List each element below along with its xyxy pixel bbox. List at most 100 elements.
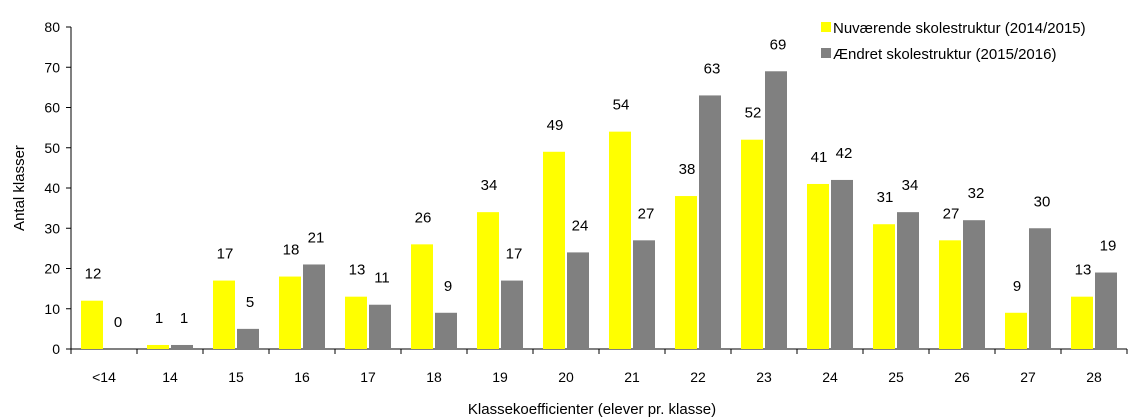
y-tick-label: 50	[44, 140, 60, 156]
y-tick-label: 20	[44, 261, 60, 277]
bar-series-1	[609, 131, 631, 349]
bars	[81, 71, 1117, 350]
bar-series-1	[1071, 296, 1093, 349]
bar-series-2	[303, 264, 325, 349]
bar-series-1	[213, 280, 235, 349]
y-tick-label: 60	[44, 100, 60, 116]
bar-series-1	[1005, 312, 1027, 349]
data-label-series-2: 1	[180, 310, 188, 327]
data-label-series-1: 52	[745, 105, 762, 122]
data-label-series-2: 0	[114, 314, 122, 331]
x-tick-label: 26	[954, 369, 970, 385]
x-tick-label: 18	[426, 369, 442, 385]
data-label-series-1: 18	[283, 242, 300, 259]
x-tick-label: 27	[1020, 369, 1036, 385]
x-tick-label: 24	[822, 369, 838, 385]
data-labels: 12 1 17 18 13 26 34 49 54 38 52 41 31 27 9 13 0 1 5 21 11 9 17…	[85, 36, 1117, 331]
x-tick-label: 20	[558, 369, 574, 385]
y-tick-label: 70	[44, 59, 60, 75]
x-tick-label: 17	[360, 369, 376, 385]
data-label-series-2: 19	[1100, 238, 1117, 255]
data-label-series-1: 27	[943, 205, 960, 222]
bar-series-1	[675, 196, 697, 349]
data-label-series-2: 9	[444, 278, 452, 295]
y-tick-label: 0	[52, 341, 60, 357]
x-tick-label: 14	[162, 369, 178, 385]
data-label-series-2: 42	[836, 145, 853, 162]
bar-series-2	[963, 220, 985, 349]
data-label-series-2: 11	[374, 270, 390, 287]
bar-series-2	[897, 212, 919, 349]
bar-series-1	[81, 300, 103, 349]
y-axis: 0 10 20 30 40 50 60 70 80	[44, 19, 72, 357]
legend-swatch-series-1	[821, 22, 831, 32]
data-label-series-1: 34	[481, 177, 498, 194]
data-label-series-1: 38	[679, 161, 696, 178]
x-tick-label: 22	[690, 369, 706, 385]
bar-series-1	[477, 212, 499, 349]
data-label-series-2: 27	[638, 205, 655, 222]
bar-series-1	[279, 276, 301, 349]
data-label-series-1: 12	[85, 266, 102, 283]
data-label-series-1: 13	[1075, 262, 1092, 279]
data-label-series-1: 31	[877, 189, 894, 206]
y-tick-label: 30	[44, 220, 60, 236]
x-tick-label: 23	[756, 369, 772, 385]
x-axis: <14 14 15 16 17 18 19 20 21 22 23 24 25 26 27 28	[70, 348, 1128, 385]
bar-series-1	[147, 344, 169, 349]
data-label-series-2: 30	[1034, 193, 1051, 210]
bar-series-2	[237, 328, 259, 349]
bar-series-2	[501, 280, 523, 349]
bar-series-2	[1095, 272, 1117, 349]
data-label-series-1: 17	[217, 246, 234, 263]
x-tick-label: <14	[92, 369, 116, 385]
bar-series-2	[1029, 228, 1051, 349]
data-label-series-2: 34	[902, 177, 919, 194]
y-tick-label: 40	[44, 180, 60, 196]
legend-label-series-2: Ændret skolestruktur (2015/2016)	[833, 46, 1056, 63]
data-label-series-2: 32	[968, 185, 985, 202]
bar-series-1	[807, 183, 829, 349]
legend-label-series-1: Nuværende skolestruktur (2014/2015)	[833, 20, 1086, 37]
bar-series-1	[741, 139, 763, 349]
y-tick-label: 80	[44, 19, 60, 35]
x-tick-label: 19	[492, 369, 508, 385]
data-label-series-1: 9	[1013, 278, 1021, 295]
bar-series-1	[543, 151, 565, 349]
data-label-series-2: 5	[246, 294, 254, 311]
data-label-series-1: 13	[349, 262, 366, 279]
data-label-series-1: 41	[811, 149, 828, 166]
bar-series-2	[171, 344, 193, 349]
data-label-series-2: 69	[770, 36, 787, 53]
legend-swatch-series-2	[821, 48, 831, 58]
x-tick-label: 16	[294, 369, 310, 385]
data-label-series-2: 21	[308, 229, 325, 246]
x-tick-label: 15	[228, 369, 244, 385]
x-axis-title: Klassekoefficienter (elever pr. klasse)	[468, 401, 716, 418]
x-tick-label: 28	[1086, 369, 1102, 385]
data-label-series-2: 24	[572, 217, 589, 234]
bar-series-2	[369, 304, 391, 349]
bar-series-2	[831, 179, 853, 349]
bar-series-1	[345, 296, 367, 349]
data-label-series-1: 1	[155, 310, 163, 327]
y-tick-label: 10	[44, 301, 60, 317]
x-tick-label: 25	[888, 369, 904, 385]
data-label-series-1: 49	[547, 117, 564, 134]
bar-series-2	[435, 312, 457, 349]
data-label-series-2: 63	[704, 60, 721, 77]
bar-series-1	[873, 224, 895, 349]
bar-series-1	[411, 244, 433, 349]
bar-series-2	[699, 95, 721, 349]
legend: Nuværende skolestruktur (2014/2015) Ændre…	[821, 20, 1086, 63]
x-tick-label: 21	[624, 369, 640, 385]
data-label-series-2: 17	[506, 246, 523, 263]
bar-series-1	[939, 240, 961, 349]
data-label-series-1: 26	[415, 209, 432, 226]
bar-series-2	[567, 252, 589, 349]
bar-series-2	[633, 240, 655, 349]
data-label-series-1: 54	[613, 97, 630, 114]
bar-series-2	[765, 71, 787, 350]
y-axis-title: Antal klasser	[11, 145, 28, 231]
